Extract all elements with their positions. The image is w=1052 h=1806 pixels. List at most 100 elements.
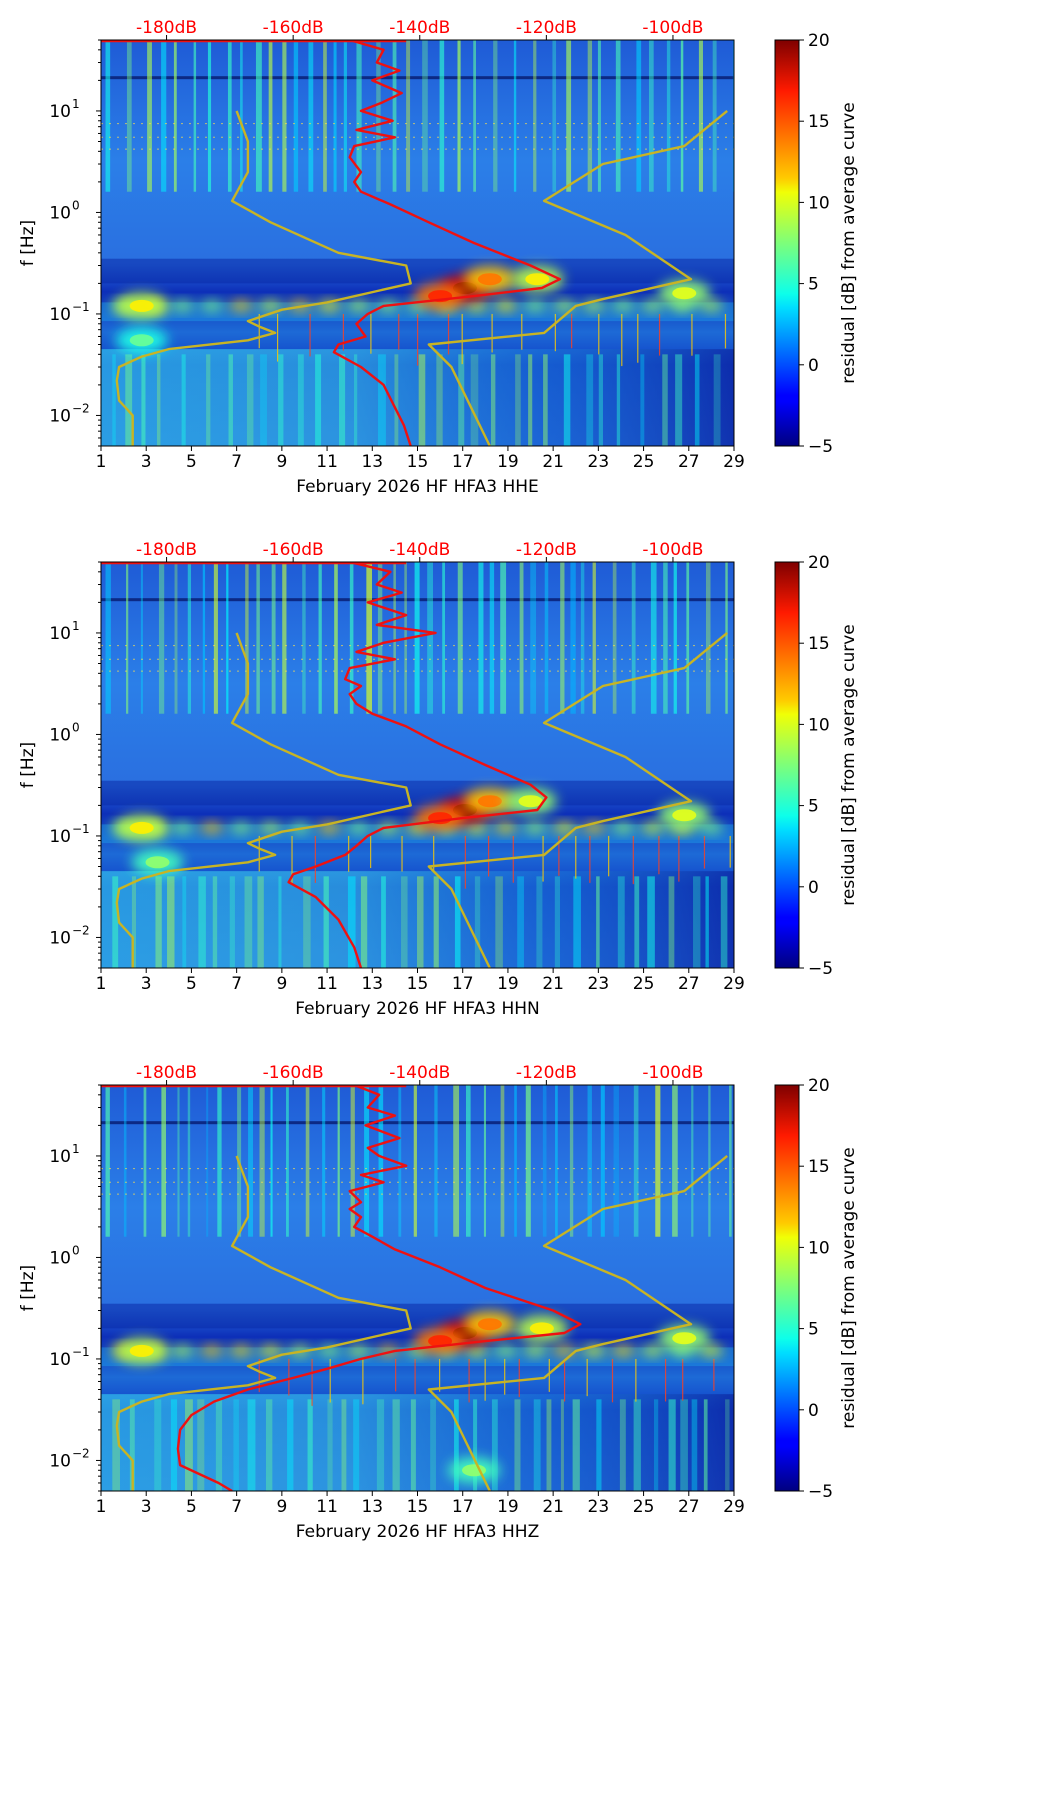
high-frequency-streak [708, 1085, 711, 1237]
low-frequency-streak [668, 1399, 676, 1491]
bright-event-core-5 [129, 1344, 154, 1357]
top-axis-label: -160dB [263, 540, 324, 560]
high-frequency-streak [569, 1085, 574, 1237]
low-frequency-streak [491, 1399, 498, 1491]
low-frequency-streak [212, 876, 218, 968]
colorbar-tick-label: −5 [808, 959, 833, 979]
low-frequency-streak [353, 1399, 360, 1491]
x-tick-label: 13 [361, 974, 383, 994]
low-frequency-streak [167, 876, 175, 968]
bright-event-core-2 [477, 273, 502, 286]
low-frequency-streak [185, 1399, 193, 1491]
y-tick-label: 10 [49, 305, 71, 325]
high-frequency-streak [308, 40, 314, 192]
high-frequency-streak [725, 562, 728, 714]
x-tick-label: 5 [186, 452, 197, 472]
x-tick-label: 19 [497, 1497, 519, 1517]
microseism-blob [523, 1344, 548, 1357]
low-frequency-streak [517, 876, 524, 968]
high-frequency-streak [478, 562, 484, 714]
microseism-blob [170, 299, 195, 312]
low-frequency-streak [228, 354, 233, 446]
high-frequency-streak [126, 562, 129, 714]
low-frequency-streak [713, 354, 721, 446]
low-frequency-streak [433, 876, 439, 968]
high-frequency-streak [500, 1085, 505, 1237]
y-tick-label: 10 [49, 1350, 71, 1370]
high-frequency-streak [337, 1085, 340, 1237]
y-axis-label: f [Hz] [18, 220, 38, 266]
low-frequency-band [101, 871, 734, 968]
low-frequency-streak [170, 1399, 178, 1491]
y-tick-label: 10 [49, 725, 71, 745]
low-frequency-streak [401, 876, 408, 968]
heatmap-area [101, 562, 734, 968]
high-frequency-streak [680, 40, 684, 192]
bright-event-core-5 [129, 299, 154, 312]
top-axis-label: -180dB [136, 18, 197, 38]
microseism-blob [199, 299, 224, 312]
high-frequency-streak [271, 562, 276, 714]
bright-event-core-4 [672, 809, 697, 822]
low-frequency-streak [376, 1399, 385, 1491]
high-frequency-streak [663, 562, 668, 714]
low-frequency-streak [586, 354, 594, 446]
x-tick-label: 11 [316, 452, 338, 472]
low-frequency-streak [528, 354, 533, 446]
microseism-blob [258, 1344, 283, 1357]
high-frequency-streak [457, 40, 461, 192]
high-frequency-streak [406, 40, 411, 192]
high-frequency-streak [514, 1085, 517, 1237]
high-frequency-streak [126, 40, 132, 192]
high-frequency-streak [615, 40, 621, 192]
low-frequency-streak [206, 354, 211, 446]
low-frequency-streak [247, 1399, 256, 1491]
high-frequency-streak [302, 562, 306, 714]
top-axis-label: -160dB [263, 1063, 324, 1083]
high-frequency-streak [672, 1085, 678, 1237]
low-frequency-streak [490, 354, 496, 446]
high-frequency-streak [105, 562, 111, 714]
microseism-dark-band [101, 1303, 734, 1329]
low-frequency-streak [720, 876, 728, 968]
high-frequency-streak [673, 562, 677, 714]
high-frequency-streak [161, 1085, 166, 1237]
microseism-blob [199, 1344, 224, 1357]
high-frequency-streak [465, 1085, 471, 1237]
low-frequency-streak [703, 1399, 708, 1491]
low-frequency-streak [598, 354, 603, 446]
microseism-blob [170, 1344, 195, 1357]
microseism-blob [258, 821, 283, 834]
low-frequency-streak [297, 354, 304, 446]
microseism-blob [699, 1344, 724, 1357]
microseism-blob [464, 299, 489, 312]
colorbar-tick-label: 15 [808, 634, 830, 654]
low-frequency-streak [675, 354, 683, 446]
low-frequency-streak [536, 876, 543, 968]
low-frequency-streak [307, 1399, 313, 1491]
x-tick-label: 23 [588, 1497, 610, 1517]
y-tick-exponent: 1 [72, 97, 80, 111]
high-frequency-streak [217, 1085, 222, 1237]
x-tick-label: 1 [96, 974, 107, 994]
low-frequency-streak [197, 1399, 205, 1491]
high-frequency-streak [587, 40, 593, 192]
low-frequency-streak [436, 354, 443, 446]
x-tick-label: 5 [186, 974, 197, 994]
x-tick-label: 17 [452, 452, 474, 472]
x-tick-label: 25 [633, 452, 655, 472]
low-frequency-streak [244, 876, 253, 968]
microseism-blob [699, 821, 724, 834]
top-axis-label: -100dB [642, 1063, 703, 1083]
low-frequency-streak [131, 876, 136, 968]
high-frequency-streak [519, 562, 524, 714]
high-frequency-streak [530, 562, 537, 714]
x-tick-label: 23 [588, 452, 610, 472]
microseism-blob [229, 1344, 254, 1357]
low-frequency-streak [473, 1399, 478, 1491]
high-frequency-streak [343, 40, 347, 192]
low-frequency-streak [653, 1399, 659, 1491]
low-frequency-streak [287, 1399, 294, 1491]
low-frequency-streak [515, 354, 521, 446]
low-frequency-streak [303, 876, 311, 968]
